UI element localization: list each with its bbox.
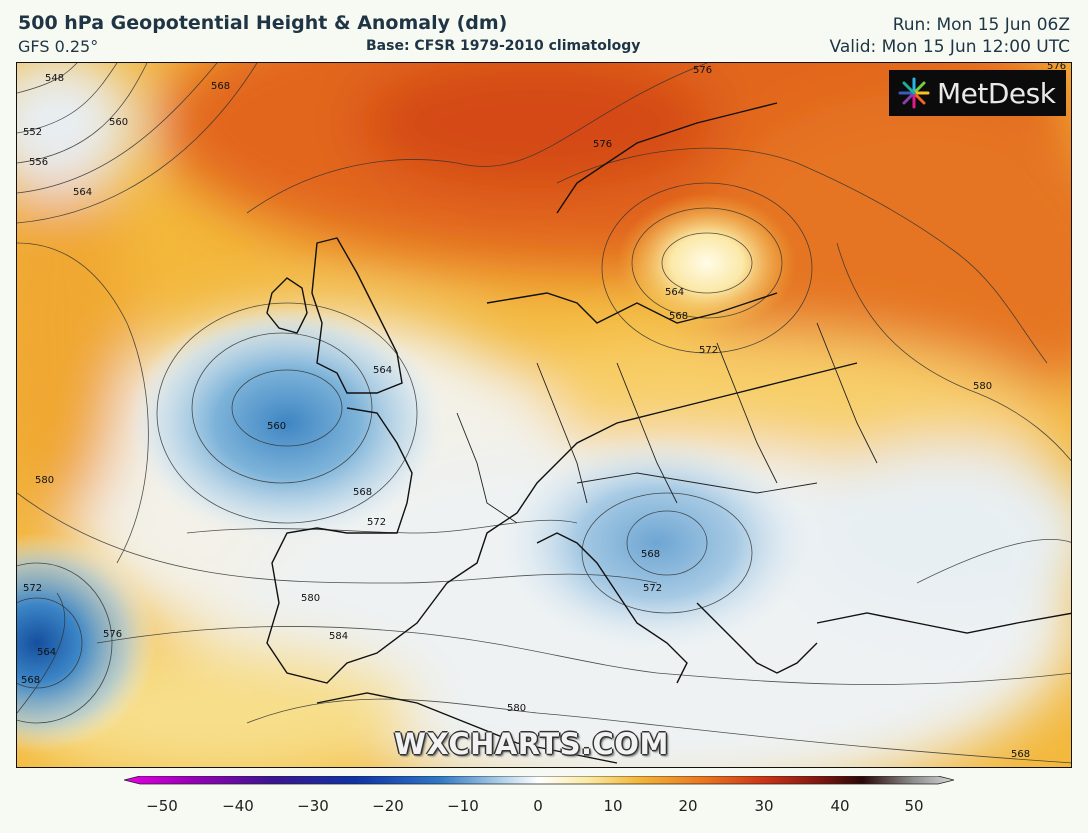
colorbar-scale — [124, 776, 954, 785]
contour-label: 568 — [641, 549, 660, 560]
contour-label: 568 — [211, 81, 230, 92]
contour-label: 564 — [665, 287, 684, 298]
model-label: GFS 0.25° — [18, 37, 99, 56]
wxcharts-watermark: WXCHARTS.COM — [394, 727, 669, 761]
contour-label: 560 — [267, 421, 286, 432]
low-anomaly-biscay — [127, 303, 447, 543]
anomaly-map: 548 552 556 560 564 568 576 576 564 568 … — [16, 62, 1072, 768]
coastlines — [266, 102, 1071, 764]
colorbar-tick: 20 — [678, 797, 698, 815]
colorbar-tick: −10 — [447, 797, 479, 815]
metdesk-starburst-icon — [898, 77, 930, 109]
run-time-label: Run: Mon 15 Jun 06Z — [892, 15, 1070, 35]
contour-label: 572 — [367, 517, 386, 528]
contour-label: 576 — [593, 139, 612, 150]
country-borders — [456, 322, 878, 524]
colorbar-tick: −30 — [297, 797, 329, 815]
contour-label: 584 — [329, 631, 348, 642]
turkey-coast — [816, 612, 1071, 634]
contour-label: 564 — [37, 647, 56, 658]
metdesk-logo-text: MetDesk — [937, 76, 1056, 110]
low-anomaly-atlantic — [17, 533, 157, 753]
contour-label: 568 — [21, 675, 40, 686]
contour-label-group: 548 552 556 560 564 568 576 576 564 568 … — [21, 63, 1066, 760]
contour-label: 576 — [1047, 63, 1066, 72]
ireland-outline — [266, 277, 308, 334]
contour-label: 568 — [353, 487, 372, 498]
low-anomaly-balkans — [497, 433, 817, 653]
anomaly-colorbar — [124, 776, 954, 785]
contour-label: 580 — [973, 381, 992, 392]
colorbar-tick: 50 — [904, 797, 924, 815]
contour-label: 572 — [643, 583, 662, 594]
colorbar-tick: −20 — [372, 797, 404, 815]
base-climatology-label: Base: CFSR 1979-2010 climatology — [366, 38, 641, 54]
north-africa-coast — [316, 692, 618, 764]
contour-label: 568 — [669, 311, 688, 322]
colorbar-tick: 40 — [830, 797, 850, 815]
colorbar-tick: 30 — [754, 797, 774, 815]
contour-label: 580 — [301, 593, 320, 604]
contour-label: 580 — [35, 475, 54, 486]
colorbar-tick: 10 — [603, 797, 623, 815]
contour-label: 564 — [73, 187, 92, 198]
contour-label: 564 — [373, 365, 392, 376]
great-britain-outline — [311, 237, 403, 394]
valid-time-label: Valid: Mon 15 Jun 12:00 UTC — [829, 37, 1070, 57]
scandinavia-coast — [556, 102, 778, 214]
contour-label: 560 — [109, 117, 128, 128]
italy-outline — [536, 532, 688, 684]
metdesk-logo: MetDesk — [889, 70, 1066, 116]
north-coast — [486, 292, 778, 324]
contour-label: 580 — [507, 703, 526, 714]
contour-label: 568 — [1011, 749, 1030, 760]
greece-outline — [696, 602, 818, 674]
contour-label: 556 — [29, 157, 48, 168]
contour-label: 572 — [23, 583, 42, 594]
contour-label: 576 — [103, 629, 122, 640]
contour-label: 552 — [23, 127, 42, 138]
chart-title: 500 hPa Geopotential Height & Anomaly (d… — [18, 12, 508, 34]
colorbar-tick: 0 — [533, 797, 543, 815]
contour-label: 548 — [45, 73, 64, 84]
contour-label: 572 — [699, 345, 718, 356]
colorbar-tick: −50 — [146, 797, 178, 815]
map-svg: 548 552 556 560 564 568 576 576 564 568 … — [17, 63, 1071, 767]
high-anomaly-baltic — [617, 193, 797, 333]
height-contours — [17, 63, 1071, 764]
contour-label: 576 — [693, 65, 712, 76]
colorbar-tick: −40 — [222, 797, 254, 815]
continent-coast — [266, 362, 858, 684]
